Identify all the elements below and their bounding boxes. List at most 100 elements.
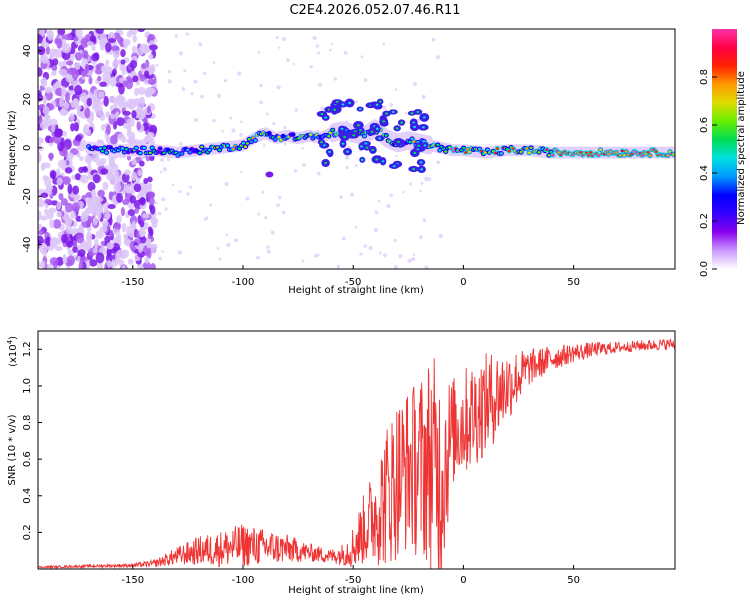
noise-blob (62, 146, 68, 158)
noise-blob (120, 207, 126, 217)
ridge-core (100, 149, 105, 153)
noise-speck (315, 44, 320, 48)
noise-speck (382, 253, 388, 258)
noise-blob (138, 139, 147, 146)
noise-blob (128, 229, 135, 238)
x-tick-label: 0 (460, 575, 466, 586)
noise-blob (106, 259, 112, 269)
noise-speck (316, 51, 321, 55)
scatter-core (340, 127, 344, 130)
spectrogram-frame (37, 28, 676, 270)
noise-blob (46, 183, 54, 192)
scatter-core (348, 101, 352, 105)
noise-blob (64, 167, 73, 174)
ridge-core (412, 140, 416, 143)
noise-blob (92, 216, 98, 226)
noise-blob (90, 94, 96, 101)
scatter-core (375, 158, 379, 161)
y-tick-label: 0 (22, 145, 33, 151)
ridge-core (519, 150, 523, 154)
noise-blob (131, 45, 137, 54)
noise-blob (108, 191, 114, 201)
noise-blob (148, 154, 155, 162)
noise-blob (75, 134, 83, 142)
noise-blob (148, 54, 154, 60)
ridge-core (279, 138, 283, 142)
noise-blob (43, 119, 52, 128)
scatter-core (400, 121, 403, 124)
noise-speck (393, 238, 397, 242)
snr-y-ticks: 0.2 0.4 0.6 0.8 1.0 1.2 (22, 341, 42, 540)
ridge-core (495, 147, 499, 150)
noise-blob (41, 77, 48, 88)
noise-blob (100, 123, 106, 131)
ridge-core (162, 151, 166, 155)
noise-blob (64, 92, 71, 103)
ridge-core (231, 147, 236, 151)
noise-blob (62, 253, 67, 264)
noise-speck (389, 103, 394, 107)
colorbar-label: Normalized spectral amplitude (736, 71, 747, 225)
scatter-core (358, 107, 362, 111)
noise-blob (116, 232, 122, 243)
noise-blob (126, 98, 136, 105)
noise-blob (132, 75, 139, 83)
ridge-core (104, 151, 109, 154)
noise-speck (256, 255, 260, 260)
noise-speck (166, 157, 171, 161)
ridge-core (138, 151, 142, 155)
snr-y-scale-label: (x104) (6, 336, 19, 367)
noise-blob (80, 213, 89, 222)
noise-speck (421, 95, 426, 99)
noise-blob (72, 245, 78, 253)
noise-blob (116, 214, 122, 224)
noise-blob (99, 43, 106, 51)
ridge-core (422, 139, 426, 143)
noise-blob (61, 38, 67, 50)
ridge-core (208, 148, 212, 152)
scatter-core (413, 125, 417, 129)
noise-blob (73, 240, 78, 248)
noise-blob (84, 197, 93, 203)
noise-blob (65, 60, 74, 66)
noise-blob (116, 249, 125, 258)
noise-blob (147, 226, 153, 233)
noise-blob (95, 252, 105, 264)
noise-speck (185, 32, 189, 36)
noise-blob (56, 211, 63, 218)
scatter-core (335, 100, 339, 103)
noise-speck (425, 177, 430, 182)
noise-blob (94, 207, 104, 213)
x-tick-label: -150 (121, 277, 144, 288)
noise-speck (203, 217, 208, 221)
noise-speck (312, 35, 317, 40)
noise-blob (38, 229, 45, 236)
noise-blob (110, 45, 120, 52)
ridge-core (362, 134, 367, 138)
noise-blob (146, 250, 152, 259)
noise-blob (94, 196, 101, 204)
noise-speck (216, 93, 222, 98)
noise-blob (80, 70, 87, 77)
colorbar-gradient (712, 29, 737, 269)
noise-blob (49, 237, 59, 248)
noise-speck (278, 46, 281, 49)
noise-blob (95, 29, 104, 34)
noise-blob (97, 261, 103, 269)
noise-blob (104, 211, 111, 220)
noise-speck (355, 226, 358, 229)
noise-blob (147, 131, 155, 138)
ridge-core (327, 134, 331, 138)
noise-speck (318, 82, 323, 87)
ridge-core (525, 147, 529, 150)
noise-blob (139, 96, 145, 104)
scatter-core (371, 148, 375, 152)
noise-blob (97, 90, 105, 99)
noise-speck (183, 69, 187, 73)
y-tick-label: 1.0 (22, 378, 33, 394)
noise-blob (67, 249, 74, 257)
scatter-core (410, 112, 414, 115)
ridge-core (218, 148, 222, 152)
scatter-core (341, 142, 345, 145)
